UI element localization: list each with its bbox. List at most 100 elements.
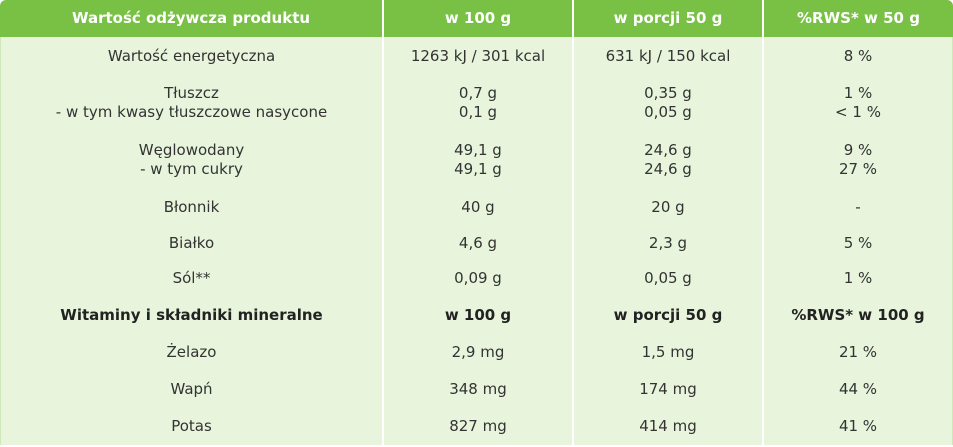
table-cell: 20 g bbox=[572, 188, 762, 226]
cell-text: 9 % bbox=[843, 140, 873, 159]
cell-text: 2,3 g bbox=[648, 233, 688, 252]
cell-text: Białko bbox=[168, 233, 215, 252]
cell-text: 41 % bbox=[838, 417, 878, 435]
table-cell: Potas bbox=[0, 408, 382, 445]
table-cell: 0,35 g 0,05 g bbox=[572, 75, 762, 131]
table-row: Węglowodany - w tym cukry 49,1 g 49,1 g 24,6… bbox=[0, 131, 953, 188]
table-cell: Białko bbox=[0, 226, 382, 260]
cell-text: Potas bbox=[171, 417, 212, 435]
cell-text: 27 % bbox=[838, 159, 878, 178]
table-cell: 0,7 g 0,1 g bbox=[382, 75, 572, 131]
cell-text: 1 % bbox=[843, 269, 873, 287]
header-cell: %RWS* w 50 g bbox=[762, 0, 953, 37]
cell-text: 0,05 g bbox=[644, 269, 692, 287]
table-row: Sól** 0,09 g 0,05 g 1 % bbox=[0, 260, 953, 297]
table-cell: 2,9 mg bbox=[382, 334, 572, 371]
cell-text: 631 kJ / 150 kcal bbox=[605, 46, 731, 65]
header-cell: Wartość odżywcza produktu bbox=[0, 0, 382, 37]
cell-text: 49,1 g bbox=[454, 140, 502, 159]
header-cell: Witaminy i składniki mineralne bbox=[0, 297, 382, 334]
table-cell: - bbox=[762, 188, 953, 226]
cell-text: 4,6 g bbox=[458, 233, 498, 252]
table-cell: 1,5 mg bbox=[572, 334, 762, 371]
cell-text: 0,05 g bbox=[644, 103, 692, 121]
cell-text: - bbox=[855, 197, 861, 216]
cell-text: 24,6 g bbox=[644, 140, 692, 159]
table-cell: 49,1 g 49,1 g bbox=[382, 131, 572, 188]
table-row: Potas 827 mg 414 mg 41 % bbox=[0, 408, 953, 445]
cell-text: Sól** bbox=[172, 269, 211, 287]
table-row: Wapń 348 mg 174 mg 44 % bbox=[0, 371, 953, 408]
cell-text: 0,1 g bbox=[458, 103, 498, 121]
table-cell: 174 mg bbox=[572, 371, 762, 408]
header-cell: %RWS* w 100 g bbox=[762, 297, 953, 334]
table-row: Białko 4,6 g 2,3 g 5 % bbox=[0, 226, 953, 260]
cell-text: 1,5 mg bbox=[641, 343, 695, 361]
table-row: Błonnik 40 g 20 g - bbox=[0, 188, 953, 226]
table-cell: Węglowodany - w tym cukry bbox=[0, 131, 382, 188]
table-cell: 631 kJ / 150 kcal bbox=[572, 37, 762, 75]
cell-text: 40 g bbox=[461, 197, 495, 216]
table-row: Tłuszcz - w tym kwasy tłuszczowe nasycone… bbox=[0, 75, 953, 131]
cell-text: 414 mg bbox=[639, 417, 697, 435]
table-cell: Sól** bbox=[0, 260, 382, 297]
header-cell: w 100 g bbox=[382, 297, 572, 334]
table-cell: 2,3 g bbox=[572, 226, 762, 260]
header-cell: w porcji 50 g bbox=[572, 297, 762, 334]
table-cell: Tłuszcz - w tym kwasy tłuszczowe nasycone bbox=[0, 75, 382, 131]
cell-text: 1263 kJ / 301 kcal bbox=[410, 46, 546, 65]
cell-text: 827 mg bbox=[449, 417, 507, 435]
cell-text: 24,6 g bbox=[644, 159, 692, 178]
cell-text: Węglowodany bbox=[138, 140, 245, 159]
header-cell: w porcji 50 g bbox=[572, 0, 762, 37]
table-cell: Żelazo bbox=[0, 334, 382, 371]
table-cell: 414 mg bbox=[572, 408, 762, 445]
table-cell: Wapń bbox=[0, 371, 382, 408]
table-cell: 1 % bbox=[762, 260, 953, 297]
cell-text: Tłuszcz bbox=[164, 84, 219, 102]
table-cell: 8 % bbox=[762, 37, 953, 75]
cell-text: Żelazo bbox=[166, 343, 217, 361]
table-cell: 1263 kJ / 301 kcal bbox=[382, 37, 572, 75]
cell-text: Wartość energetyczna bbox=[107, 46, 276, 65]
cell-text: - w tym kwasy tłuszczowe nasycone bbox=[55, 103, 328, 121]
table-cell: Wartość energetyczna bbox=[0, 37, 382, 75]
cell-text: 0,09 g bbox=[454, 269, 502, 287]
table-cell: 0,05 g bbox=[572, 260, 762, 297]
cell-text: 20 g bbox=[651, 197, 685, 216]
table-cell: 41 % bbox=[762, 408, 953, 445]
table-cell: 40 g bbox=[382, 188, 572, 226]
cell-text: 49,1 g bbox=[454, 159, 502, 178]
table-cell: 827 mg bbox=[382, 408, 572, 445]
table-cell: 24,6 g 24,6 g bbox=[572, 131, 762, 188]
cell-text: < 1 % bbox=[835, 103, 881, 121]
cell-text: 0,35 g bbox=[644, 84, 692, 102]
cell-text: Błonnik bbox=[163, 197, 220, 216]
cell-text: 5 % bbox=[843, 233, 873, 252]
table-row: Wartość energetyczna 1263 kJ / 301 kcal 63… bbox=[0, 37, 953, 75]
table-cell: Błonnik bbox=[0, 188, 382, 226]
cell-text: 21 % bbox=[838, 343, 878, 361]
cell-text: 0,7 g bbox=[458, 84, 498, 102]
cell-text: 1 % bbox=[843, 84, 873, 102]
table-cell: 0,09 g bbox=[382, 260, 572, 297]
table-cell: 21 % bbox=[762, 334, 953, 371]
table-row: Żelazo 2,9 mg 1,5 mg 21 % bbox=[0, 334, 953, 371]
cell-text: - w tym cukry bbox=[140, 159, 243, 178]
table-cell: 1 % < 1 % bbox=[762, 75, 953, 131]
table-cell: 4,6 g bbox=[382, 226, 572, 260]
cell-text: 174 mg bbox=[639, 380, 697, 398]
cell-text: 348 mg bbox=[449, 380, 507, 398]
table-cell: 5 % bbox=[762, 226, 953, 260]
header-cell: w 100 g bbox=[382, 0, 572, 37]
cell-text: 2,9 mg bbox=[451, 343, 505, 361]
cell-text: Wapń bbox=[170, 380, 213, 398]
cell-text: 44 % bbox=[838, 380, 878, 398]
table-cell: 348 mg bbox=[382, 371, 572, 408]
table-cell: 9 % 27 % bbox=[762, 131, 953, 188]
table-cell: 44 % bbox=[762, 371, 953, 408]
cell-text: 8 % bbox=[843, 46, 873, 65]
